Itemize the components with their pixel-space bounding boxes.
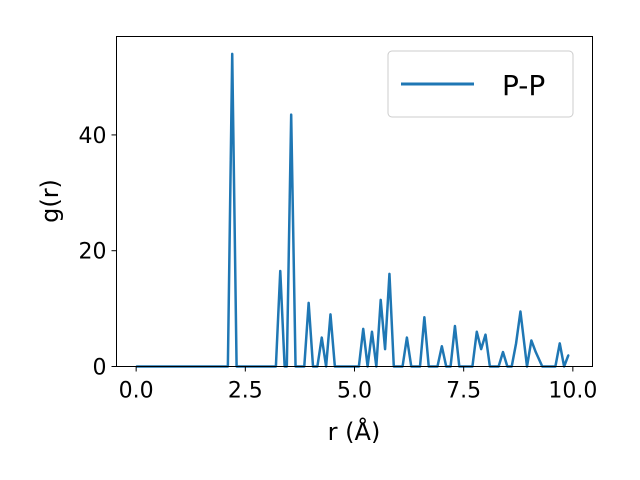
y-tick-label: 20 bbox=[79, 240, 107, 265]
plot-frame bbox=[116, 36, 593, 367]
data-point bbox=[567, 354, 570, 356]
data-point bbox=[362, 328, 365, 330]
data-point bbox=[384, 348, 386, 350]
x-tick-label: 7.5 bbox=[446, 379, 481, 404]
data-point bbox=[530, 339, 533, 342]
data-point bbox=[279, 270, 282, 272]
y-tick-label: 0 bbox=[93, 356, 107, 381]
x-axis-label: r (Å) bbox=[328, 417, 381, 446]
x-tick-label: 5.0 bbox=[337, 379, 372, 404]
x-tick-label: 10.0 bbox=[548, 379, 597, 404]
data-point bbox=[441, 345, 443, 348]
data-point bbox=[558, 342, 561, 345]
y-tick-label: 40 bbox=[79, 124, 107, 149]
data-point bbox=[515, 342, 517, 345]
data-point bbox=[406, 336, 408, 339]
data-point bbox=[534, 351, 537, 353]
data-point bbox=[290, 113, 292, 116]
data-point bbox=[502, 351, 504, 353]
data-point bbox=[231, 53, 234, 55]
data-point bbox=[484, 333, 487, 336]
y-axis-label: g(r) bbox=[36, 179, 64, 223]
data-point bbox=[423, 316, 426, 319]
x-tick-label: 0.0 bbox=[119, 379, 154, 404]
legend: P-P bbox=[387, 50, 574, 118]
x-axis: 0.0 2.5 5.0 7.5 10.0 bbox=[119, 366, 597, 404]
data-point bbox=[320, 336, 323, 339]
data-point bbox=[307, 302, 310, 304]
y-axis: 0 20 40 bbox=[79, 124, 117, 381]
data-point bbox=[519, 310, 522, 313]
legend-label: P-P bbox=[502, 69, 545, 102]
data-point bbox=[480, 348, 482, 350]
data-point bbox=[371, 330, 373, 333]
data-point bbox=[329, 313, 332, 316]
data-point bbox=[388, 273, 391, 275]
data-point bbox=[454, 325, 456, 327]
data-point bbox=[379, 299, 382, 301]
x-tick-label: 2.5 bbox=[228, 379, 263, 404]
legend-box bbox=[387, 50, 574, 118]
data-point bbox=[475, 330, 478, 333]
